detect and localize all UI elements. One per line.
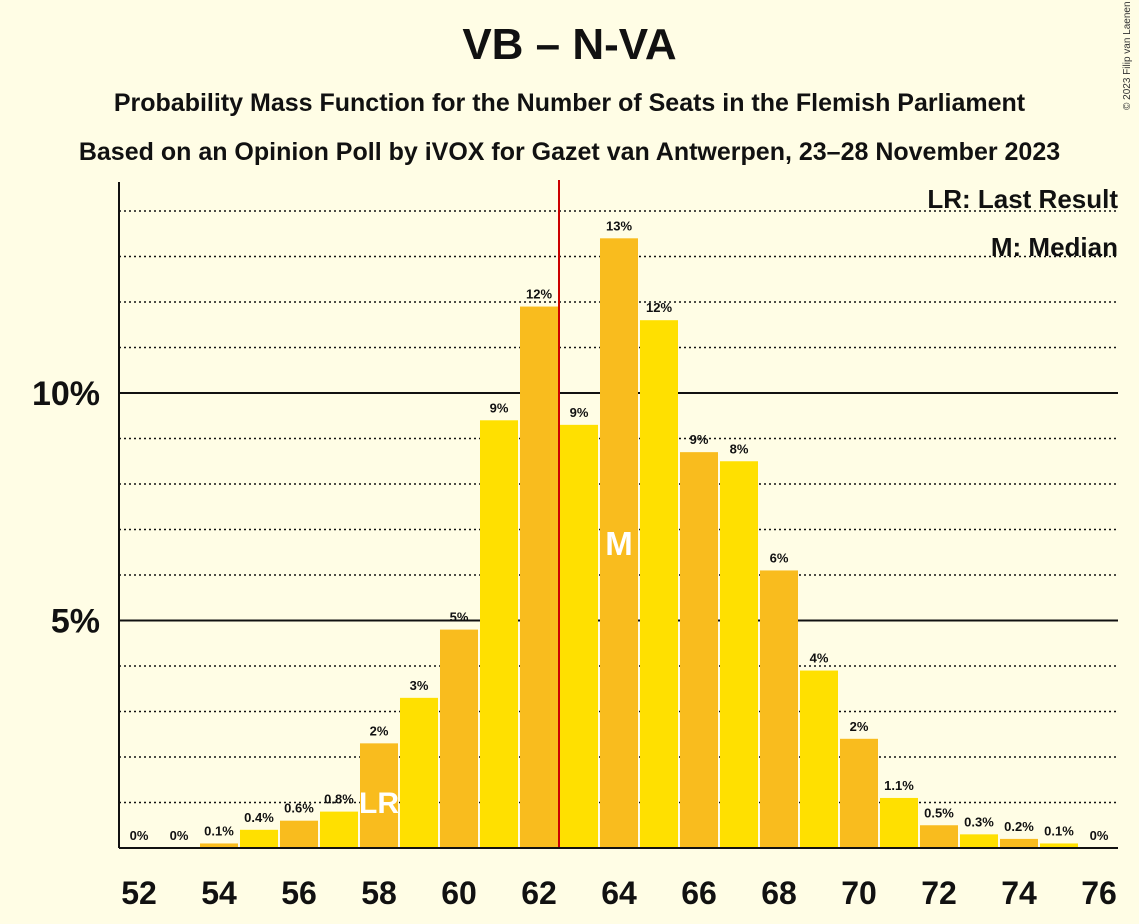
data-label-seats-75: 0.1% [1044,823,1074,838]
bar-seats-63 [560,424,598,848]
x-tick-label-68: 68 [761,875,797,911]
data-label-seats-68: 6% [770,550,789,565]
bar-seats-70 [840,738,878,848]
bar-seats-68 [760,570,798,848]
bar-seats-75 [1040,843,1078,848]
chart-subtitle-2: Based on an Opinion Poll by iVOX for Gaz… [78,138,1061,166]
data-label-seats-64: 13% [606,218,632,233]
data-label-seats-58: 2% [370,723,389,738]
x-tick-label-52: 52 [121,875,157,911]
data-label-seats-54: 0.1% [204,823,234,838]
data-label-seats-70: 2% [850,719,869,734]
bar-seats-74 [1000,838,1038,848]
data-label-seats-61: 9% [490,400,509,415]
x-tick-label-56: 56 [281,875,317,911]
bar-seats-67 [720,461,758,848]
data-label-seats-60: 5% [450,610,469,625]
x-tick-label-62: 62 [521,875,557,911]
bar-seats-72 [920,825,958,848]
bar-seats-64 [600,238,638,849]
data-label-seats-73: 0.3% [964,814,994,829]
data-label-seats-72: 0.5% [924,805,954,820]
x-tick-label-54: 54 [201,875,237,911]
bar-seats-54 [200,843,238,848]
x-tick-label-70: 70 [841,875,877,911]
x-tick-label-66: 66 [681,875,717,911]
y-tick-label: 10% [32,375,100,413]
x-tick-label-64: 64 [601,875,637,911]
bar-seats-62 [520,306,558,848]
bar-seats-57 [320,811,358,848]
x-tick-label-72: 72 [921,875,957,911]
x-tick-label-74: 74 [1001,875,1037,911]
median-marker: M [605,525,633,562]
chart-title: VB – N-VA [462,20,677,69]
x-tick-label-58: 58 [361,875,397,911]
x-tick-label-60: 60 [441,875,477,911]
data-label-seats-76: 0% [1090,828,1109,843]
data-label-seats-69: 4% [810,651,829,666]
data-label-seats-71: 1.1% [884,778,914,793]
bar-seats-59 [400,697,438,848]
legend-median: M: Median [990,232,1118,262]
data-label-seats-66: 9% [690,432,709,447]
chart-subtitle-1: Probability Mass Function for the Number… [113,89,1026,117]
bar-seats-65 [640,320,678,848]
data-label-seats-63: 9% [570,405,589,420]
x-tick-label-76: 76 [1081,875,1117,911]
data-label-seats-62: 12% [526,287,552,302]
bar-seats-66 [680,452,718,848]
bar-seats-73 [960,834,998,848]
bar-seats-56 [280,820,318,848]
data-label-seats-65: 12% [646,300,672,315]
bar-seats-71 [880,797,918,848]
data-label-seats-59: 3% [410,678,429,693]
last-result-marker: LR [359,787,399,820]
y-tick-label: 5% [51,603,100,641]
bar-seats-60 [440,629,478,848]
legend-last-result: LR: Last Result [927,184,1118,214]
data-label-seats-67: 8% [730,441,749,456]
data-label-seats-56: 0.6% [284,801,314,816]
bar-seats-58 [360,743,398,848]
data-label-seats-53: 0% [170,828,189,843]
data-label-seats-55: 0.4% [244,810,274,825]
bar-seats-69 [800,670,838,848]
data-label-seats-52: 0% [130,828,149,843]
bar-seats-55 [240,829,278,848]
data-label-seats-57: 0.8% [324,792,354,807]
bar-seats-61 [480,420,518,848]
data-label-seats-74: 0.2% [1004,819,1034,834]
